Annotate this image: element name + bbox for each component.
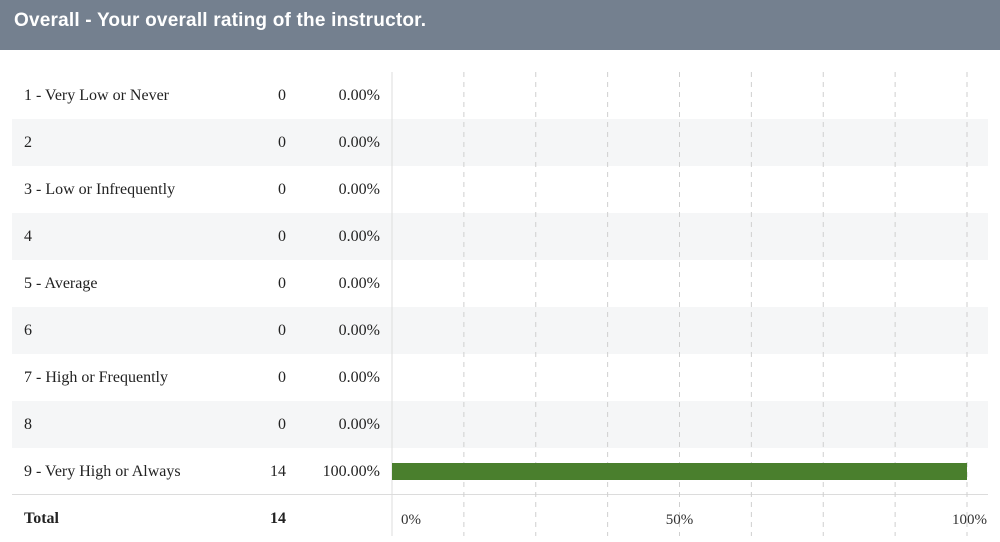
rating-label: 1 - Very Low or Never <box>24 87 169 104</box>
rating-percent: 0.00% <box>338 322 380 339</box>
rating-count: 0 <box>278 87 286 104</box>
rating-count: 14 <box>270 463 286 480</box>
rating-percent: 0.00% <box>338 369 380 386</box>
rating-percent: 0.00% <box>338 228 380 245</box>
table-row: 4 0 0.00% <box>12 213 988 260</box>
rating-count: 0 <box>278 322 286 339</box>
page-title: Overall - Your overall rating of the ins… <box>14 10 427 31</box>
rating-count: 0 <box>278 181 286 198</box>
rating-percent: 100.00% <box>322 463 380 480</box>
table-row: 3 - Low or Infrequently 0 0.00% <box>12 166 988 213</box>
table-row: 5 - Average 0 0.00% <box>12 260 988 307</box>
x-tick-label: 50% <box>666 512 694 528</box>
x-tick-label: 0% <box>401 512 421 528</box>
rating-label: 6 <box>24 322 32 339</box>
rating-percent: 0.00% <box>338 134 380 151</box>
rating-percent: 0.00% <box>338 181 380 198</box>
total-row: Total 14 <box>12 495 988 542</box>
table-row: 9 - Very High or Always 14 100.00% <box>12 448 988 495</box>
total-label: Total <box>24 510 59 527</box>
rating-count: 0 <box>278 275 286 292</box>
rating-label: 7 - High or Frequently <box>24 369 168 386</box>
chart-bar <box>392 463 967 480</box>
rating-label: 4 <box>24 228 32 245</box>
rating-label: 2 <box>24 134 32 151</box>
table-row: 6 0 0.00% <box>12 307 988 354</box>
x-tick-label: 100% <box>952 512 987 528</box>
rating-label: 9 - Very High or Always <box>24 463 181 480</box>
rating-label: 8 <box>24 416 32 433</box>
rating-percent: 0.00% <box>338 416 380 433</box>
total-count: 14 <box>270 510 286 527</box>
total-divider <box>12 494 988 495</box>
rating-label: 3 - Low or Infrequently <box>24 181 176 198</box>
rating-count: 0 <box>278 228 286 245</box>
table-row: 8 0 0.00% <box>12 401 988 448</box>
table-row: 7 - High or Frequently 0 0.00% <box>12 354 988 401</box>
rating-count: 0 <box>278 416 286 433</box>
rating-count: 0 <box>278 369 286 386</box>
rating-percent: 0.00% <box>338 87 380 104</box>
rating-label: 5 - Average <box>24 275 98 292</box>
table-row: 2 0 0.00% <box>12 119 988 166</box>
header-bar: Overall - Your overall rating of the ins… <box>0 0 1000 50</box>
rating-count: 0 <box>278 134 286 151</box>
table-row: 1 - Very Low or Never 0 0.00% <box>12 72 988 119</box>
rating-percent: 0.00% <box>338 275 380 292</box>
